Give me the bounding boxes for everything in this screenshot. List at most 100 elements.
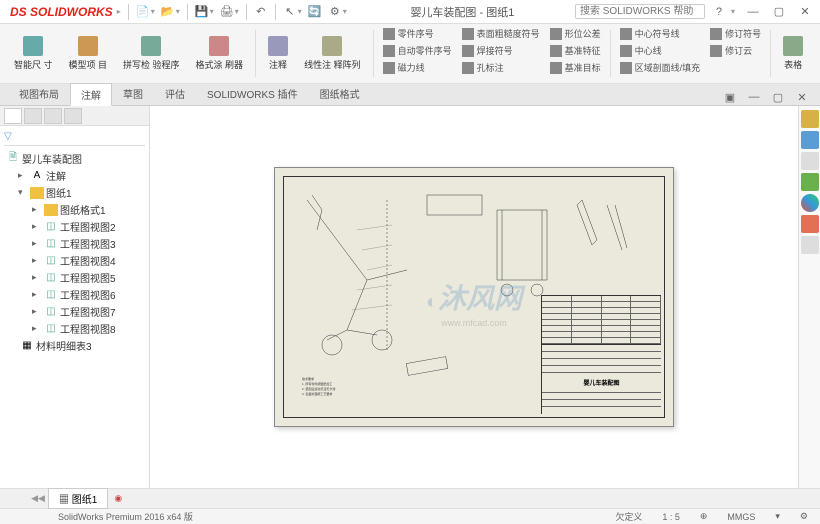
open-icon[interactable]: 📂 bbox=[160, 4, 176, 20]
tree-view[interactable]: ▸◫工程图视图5 bbox=[32, 269, 145, 286]
status-coord[interactable]: ⊕ bbox=[696, 511, 712, 522]
tab-sheet-format[interactable]: 图纸格式 bbox=[309, 82, 371, 105]
spell-check-button[interactable]: 拼写检 验程序 bbox=[123, 36, 180, 71]
save-icon[interactable]: 💾 bbox=[194, 4, 210, 20]
view-palette-icon[interactable] bbox=[801, 173, 819, 191]
rebuild-icon[interactable]: 🔄 bbox=[307, 4, 323, 20]
design-library-icon[interactable] bbox=[801, 131, 819, 149]
linear-pattern-button[interactable]: 线性注 释阵列 bbox=[304, 36, 361, 71]
revision-symbol-button[interactable]: 修订符号 bbox=[707, 26, 764, 41]
sheet-tab-1[interactable]: ▦ 图纸1 bbox=[48, 488, 108, 509]
appearances-icon[interactable] bbox=[801, 194, 819, 212]
drawing-canvas[interactable]: 技术要求 1. 所有零件按图纸加工 2. 装配后运动灵活无卡滞 3. 表面处理按… bbox=[150, 106, 798, 488]
filter-icon: ▽ bbox=[4, 131, 18, 145]
logo-dropdown-icon[interactable]: ▸ bbox=[117, 7, 121, 16]
add-sheet-icon[interactable]: ◉ bbox=[110, 491, 126, 507]
magnetic-line-button[interactable]: 磁力线 bbox=[380, 60, 455, 75]
close-icon[interactable]: ✕ bbox=[794, 3, 816, 21]
view-icon: ◫ bbox=[44, 306, 58, 318]
bom-table[interactable] bbox=[541, 295, 661, 344]
status-menu-icon[interactable]: ▾ bbox=[771, 511, 784, 522]
tab-evaluate[interactable]: 评估 bbox=[154, 82, 196, 105]
smart-dimension-button[interactable]: 智能尺 寸 bbox=[14, 36, 53, 71]
tree-view[interactable]: ▸◫工程图视图4 bbox=[32, 252, 145, 269]
svg-text:2. 装配后运动灵活无卡滞: 2. 装配后运动灵活无卡滞 bbox=[302, 386, 335, 391]
tab-view-layout[interactable]: 视图布局 bbox=[8, 82, 70, 105]
surface-finish-button[interactable]: 表面粗糙度符号 bbox=[459, 26, 543, 41]
file-explorer-icon[interactable] bbox=[801, 152, 819, 170]
expand-icon[interactable]: ▸ bbox=[32, 204, 42, 215]
watermark-url: www.mfcad.com bbox=[441, 318, 507, 328]
tree-view[interactable]: ▸◫工程图视图3 bbox=[32, 235, 145, 252]
area-hatch-button[interactable]: 区域剖面线/填充 bbox=[617, 60, 704, 75]
revision-cloud-button[interactable]: 修订云 bbox=[707, 43, 764, 58]
geometric-tolerance-button[interactable]: 形位公差 bbox=[547, 26, 604, 41]
format-painter-button[interactable]: 格式涂 刷器 bbox=[196, 36, 244, 71]
annotation-icon: A bbox=[30, 170, 44, 182]
tree-sheet-format[interactable]: ▸ 图纸格式1 bbox=[32, 201, 145, 218]
balloon-button[interactable]: 零件序号 bbox=[380, 26, 455, 41]
help-search-input[interactable] bbox=[575, 4, 705, 19]
tree-view[interactable]: ▸◫工程图视图6 bbox=[32, 286, 145, 303]
svg-text:技术要求: 技术要求 bbox=[302, 376, 314, 381]
tree-view[interactable]: ▸◫工程图视图8 bbox=[32, 320, 145, 337]
hole-callout-button[interactable]: 孔标注 bbox=[459, 60, 543, 75]
version-label: SolidWorks Premium 2016 x64 版 bbox=[8, 510, 611, 523]
status-scale[interactable]: 1 : 5 bbox=[658, 512, 684, 522]
status-settings-icon[interactable]: ⚙ bbox=[796, 511, 812, 522]
auto-balloon-button[interactable]: 自动零件序号 bbox=[380, 43, 455, 58]
tree-root[interactable]: 🗎 婴儿车装配图 bbox=[4, 150, 145, 167]
document-title: 婴儿车装配图 - 图纸1 bbox=[350, 4, 575, 20]
doc-minimize-icon[interactable]: — bbox=[746, 89, 762, 105]
model-items-button[interactable]: 模型项 目 bbox=[69, 36, 108, 71]
collapse-icon[interactable]: ▾ bbox=[18, 187, 28, 198]
sheet-icon bbox=[30, 187, 44, 199]
tables-button[interactable]: 表格 bbox=[783, 36, 803, 71]
drawing-sheet[interactable]: 技术要求 1. 所有零件按图纸加工 2. 装配后运动灵活无卡滞 3. 表面处理按… bbox=[274, 167, 674, 427]
minimize-icon[interactable]: — bbox=[742, 3, 764, 21]
config-manager-tab[interactable] bbox=[44, 108, 62, 124]
tree-view[interactable]: ▸◫工程图视图2 bbox=[32, 218, 145, 235]
feature-tree: ▽ 🗎 婴儿车装配图 ▸ A 注解 ▾ 图纸1 ▸ bbox=[0, 126, 149, 488]
feature-tree-tab[interactable] bbox=[4, 108, 22, 124]
view-icon: ◫ bbox=[44, 289, 58, 301]
tree-view[interactable]: ▸◫工程图视图7 bbox=[32, 303, 145, 320]
view-icon: ◫ bbox=[44, 221, 58, 233]
datum-target-button[interactable]: 基准目标 bbox=[547, 60, 604, 75]
print-icon[interactable]: 🖨 bbox=[219, 4, 235, 20]
status-units[interactable]: MMGS bbox=[723, 512, 759, 522]
tree-sheet[interactable]: ▾ 图纸1 bbox=[18, 184, 145, 201]
tree-annotation[interactable]: ▸ A 注解 bbox=[18, 167, 145, 184]
resources-icon[interactable] bbox=[801, 110, 819, 128]
property-manager-tab[interactable] bbox=[24, 108, 42, 124]
tab-addins[interactable]: SOLIDWORKS 插件 bbox=[196, 82, 309, 105]
dimxpert-tab[interactable] bbox=[64, 108, 82, 124]
new-icon[interactable]: 📄 bbox=[135, 4, 151, 20]
forum-icon[interactable] bbox=[801, 236, 819, 254]
centerline-button[interactable]: 中心线 bbox=[617, 43, 704, 58]
tab-annotation[interactable]: 注解 bbox=[70, 83, 112, 106]
title-block[interactable]: 婴儿车装配图 bbox=[541, 344, 661, 414]
maximize-icon[interactable]: ▢ bbox=[768, 3, 790, 21]
doc-close-icon[interactable]: ✕ bbox=[794, 89, 810, 105]
expand-icon[interactable]: ▸ bbox=[18, 170, 28, 181]
options-icon[interactable]: ⚙ bbox=[327, 4, 343, 20]
sheet-nav-icon[interactable]: ◀◀ bbox=[30, 491, 46, 507]
drawing-icon: 🗎 bbox=[6, 153, 20, 165]
view-icon: ◫ bbox=[44, 255, 58, 267]
select-icon[interactable]: ↖ bbox=[282, 4, 298, 20]
doc-maximize-icon[interactable]: ▢ bbox=[770, 89, 786, 105]
statusbar: SolidWorks Premium 2016 x64 版 欠定义 1 : 5 … bbox=[0, 508, 820, 524]
weld-symbol-button[interactable]: 焊接符号 bbox=[459, 43, 543, 58]
undo-icon[interactable]: ↶ bbox=[253, 4, 269, 20]
doc-window-icon[interactable]: ▣ bbox=[722, 89, 738, 105]
note-button[interactable]: 注释 bbox=[268, 36, 288, 71]
center-mark-button[interactable]: 中心符号线 bbox=[617, 26, 704, 41]
tree-filter[interactable]: ▽ bbox=[4, 130, 145, 146]
datum-feature-button[interactable]: 基准特征 bbox=[547, 43, 604, 58]
svg-text:3. 表面处理按工艺要求: 3. 表面处理按工艺要求 bbox=[302, 391, 332, 396]
tree-bom[interactable]: ▦ 材料明细表3 bbox=[18, 337, 145, 354]
custom-props-icon[interactable] bbox=[801, 215, 819, 233]
tab-sketch[interactable]: 草图 bbox=[112, 82, 154, 105]
help-icon[interactable]: ? bbox=[711, 4, 727, 20]
